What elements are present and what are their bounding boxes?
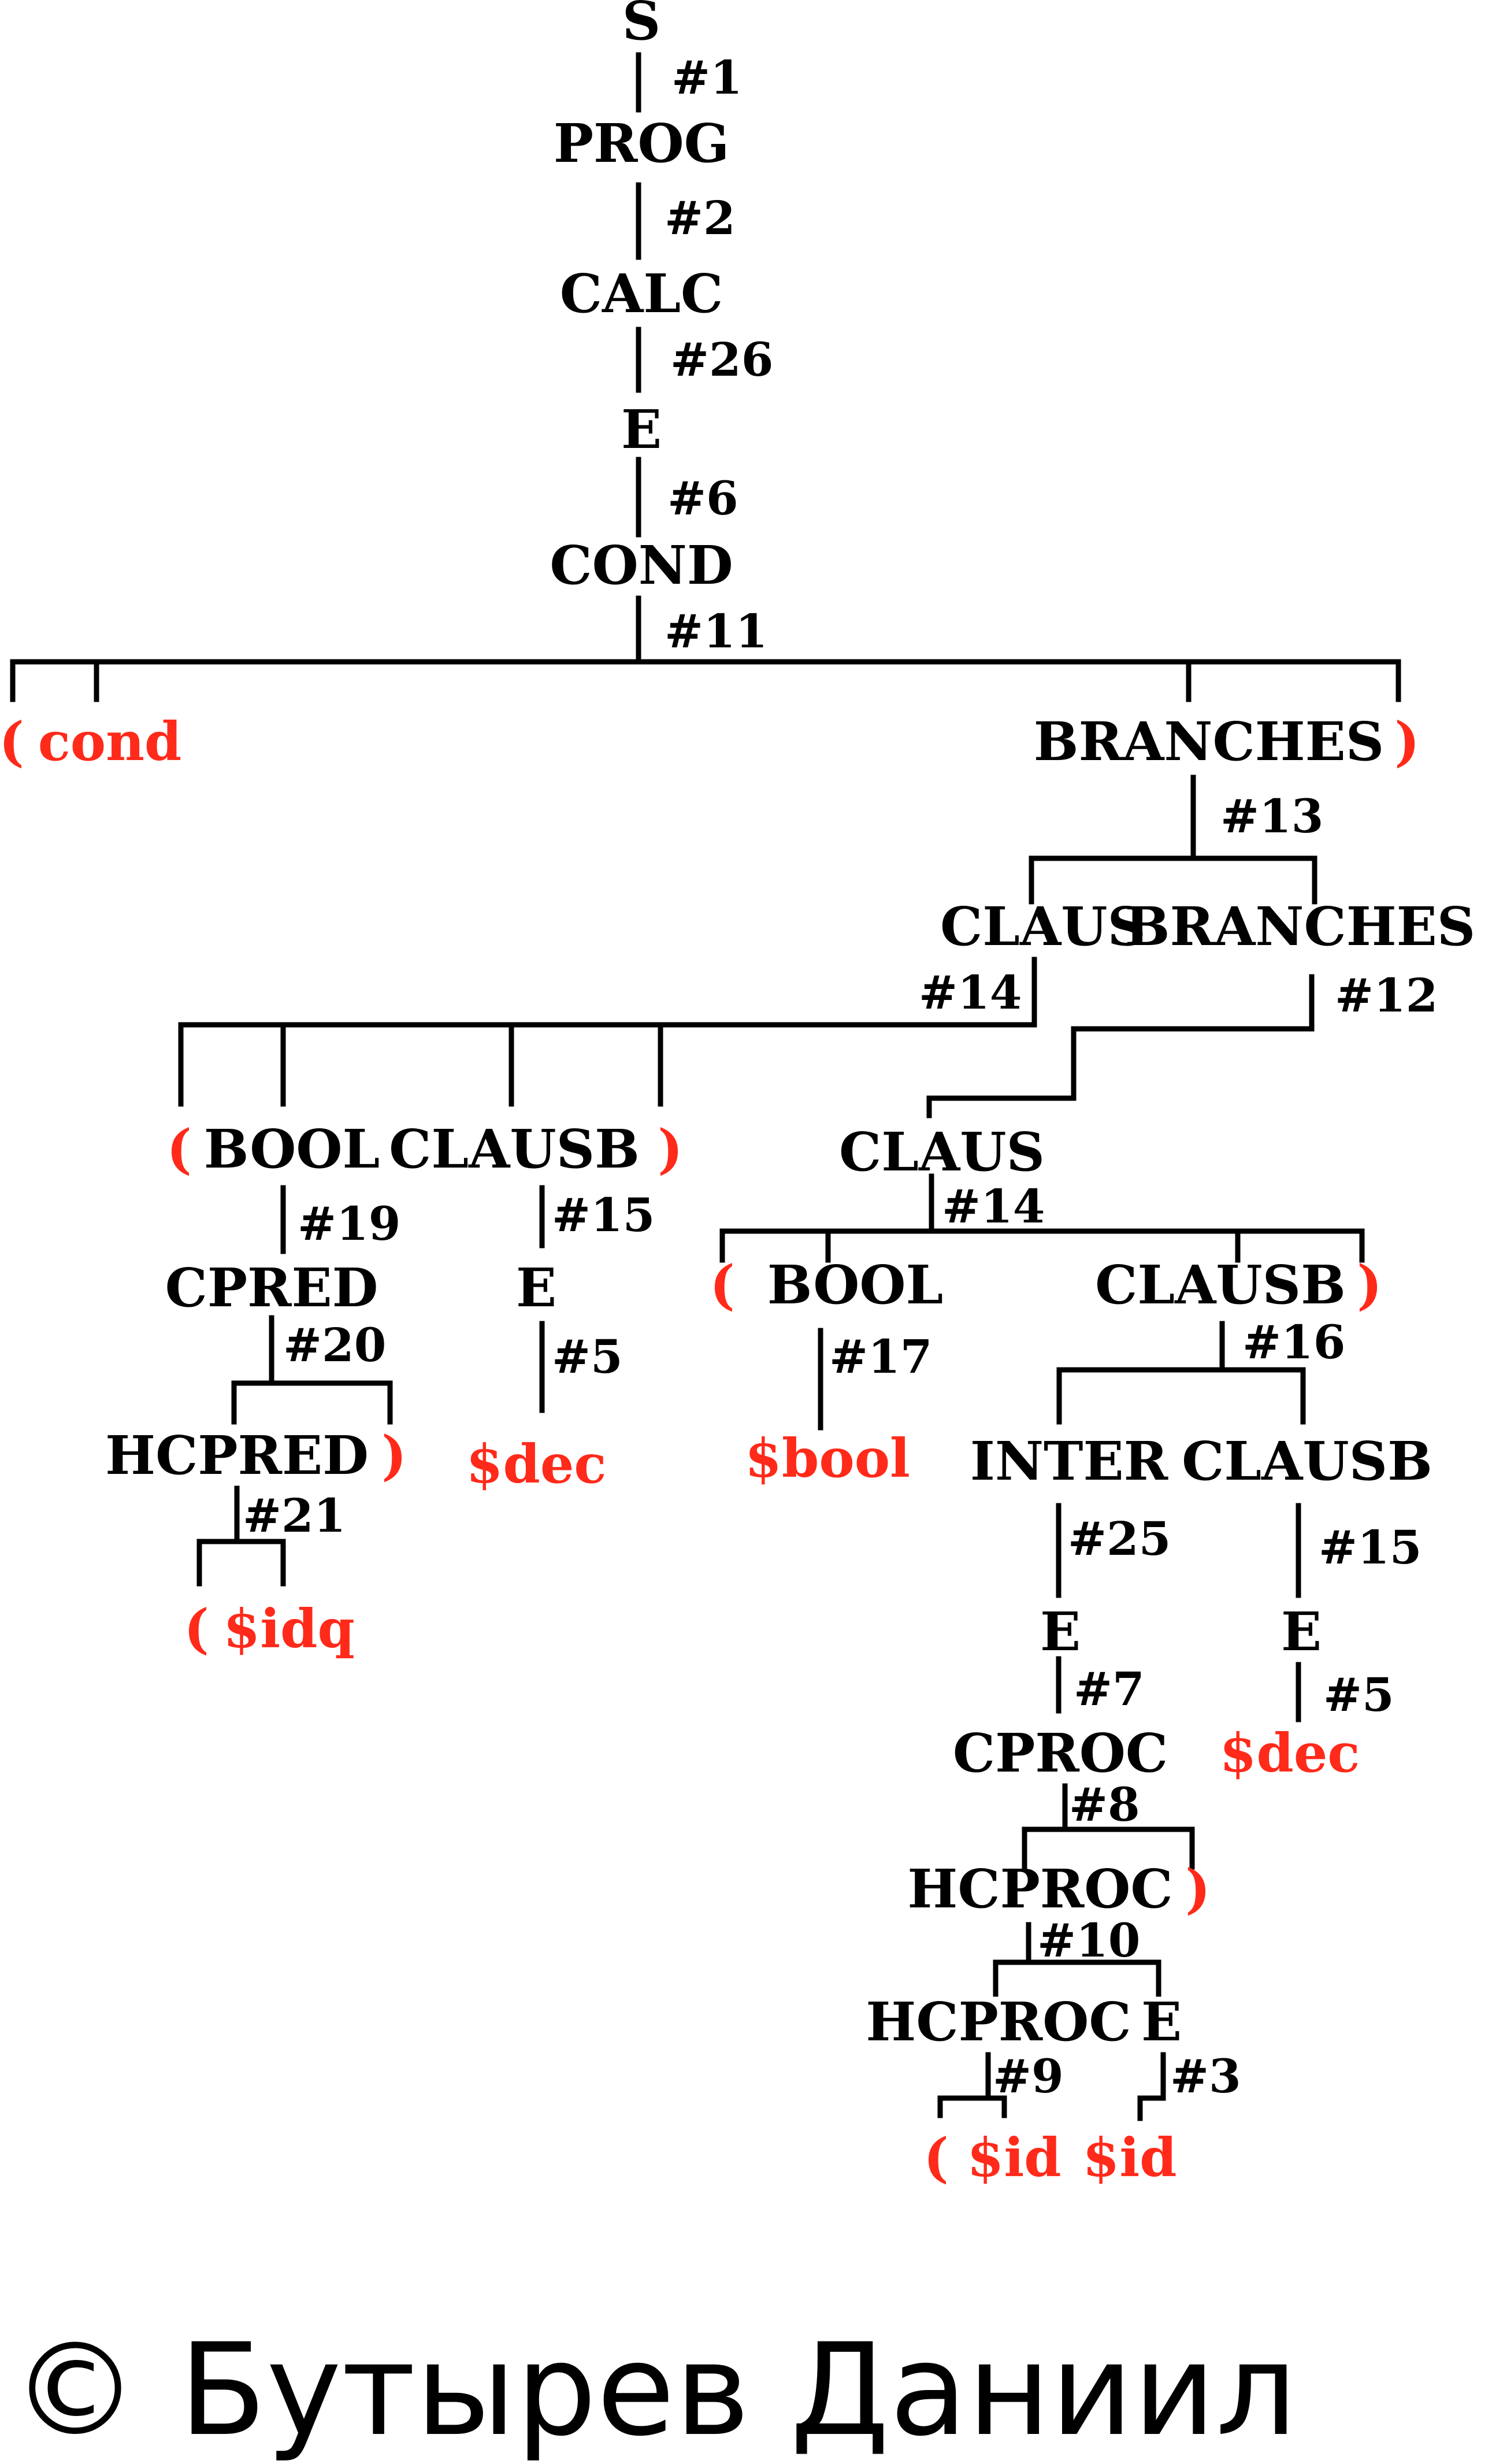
rule-label: #12 [1335,968,1438,1022]
rule-label: #15 [1319,1520,1422,1574]
rule-label: #13 [1220,789,1323,843]
rule-label: #2 [665,191,736,245]
node-branches-1: BRANCHES [1034,710,1384,773]
rule-label: #6 [667,471,738,525]
terminal-lparen-bool-1: ( [166,1118,192,1180]
rule-label: #14 [919,965,1022,1020]
terminal-bool: $bool [745,1427,910,1489]
rule-label: #9 [993,2049,1064,2103]
node-e-2: E [516,1257,556,1319]
rule-label: #3 [1170,2049,1241,2103]
node-prog: PROG [554,112,729,175]
rule-label: #17 [829,1329,932,1384]
terminal-lparen-id: ( [923,2126,949,2189]
terminal-dec-1: $dec [466,1433,607,1495]
terminal-cond: cond [38,710,182,773]
node-branches-2: BRANCHES [1125,895,1475,958]
node-s: S [622,0,660,52]
copyright-text: © Бутырев Даниил [12,2316,1297,2464]
node-cpred: CPRED [165,1257,378,1319]
rule-label: #26 [670,332,773,387]
node-claus-1: CLAUS [940,895,1146,958]
node-clausb-2: CLAUSB [1095,1254,1346,1316]
rule-label: #7 [1074,1662,1145,1716]
rule-label: #19 [298,1196,400,1251]
terminal-idq: $idq [223,1598,355,1660]
node-e-4: E [1281,1600,1322,1663]
rule-label: #5 [1323,1668,1394,1722]
rule-numbers: #1 #2 #26 #6 #11 #13 #14 #12 #19 #15 #20… [243,50,1438,2103]
rule-label: #8 [1069,1777,1140,1832]
terminal-rparen-branches: ) [1394,710,1420,773]
terminal-lparen-bool-2: ( [710,1254,735,1316]
tree-edges [10,52,1401,2121]
rule-label: #25 [1068,1511,1171,1566]
rule-label: #5 [552,1329,623,1384]
terminal-lparen-idq: ( [184,1598,209,1660]
node-cond: COND [550,534,733,596]
node-claus-2: CLAUS [839,1121,1045,1183]
parse-tree: S PROG CALC E COND BRANCHES CLAUS BRANCH… [0,0,1475,2189]
node-hcpred: HCPRED [105,1424,369,1487]
terminal-dec-2: $dec [1220,1722,1360,1784]
terminal-rparen-hcproc: ) [1185,1858,1211,1920]
rule-label: #21 [243,1488,346,1543]
terminal-id-1: $id [967,2126,1061,2189]
node-e-5: E [1141,1991,1182,2053]
nonterminals: S PROG CALC E COND BRANCHES CLAUS BRANCH… [105,0,1475,2053]
terminal-rparen-clausb-2: ) [1357,1254,1382,1316]
node-bool-1: BOOL [204,1118,380,1180]
terminal-rparen-clausb-1: ) [658,1118,683,1180]
node-calc: CALC [560,262,723,325]
terminal-id-2: $id [1082,2126,1176,2189]
rule-label: #20 [283,1318,386,1372]
rule-label: #15 [552,1188,655,1242]
terminals: ( cond ) ( ) ) $dec ( $idq ( ) $bool $de… [0,710,1420,2189]
node-hcproc-2: HCPROC [866,1991,1131,2053]
node-inter: INTER [970,1430,1168,1492]
node-clausb-1: CLAUSB [389,1118,640,1180]
node-clausb-3: CLAUSB [1182,1430,1432,1492]
rule-label: #14 [942,1179,1045,1233]
terminal-lparen-cond: ( [0,710,24,773]
rule-label: #16 [1242,1315,1345,1369]
rule-label: #10 [1037,1913,1140,1968]
rule-label: #1 [671,50,743,105]
node-cproc: CPROC [953,1722,1168,1784]
node-e-top: E [621,398,662,461]
node-hcproc-1: HCPROC [907,1858,1172,1920]
node-e-3: E [1040,1600,1081,1663]
node-bool-2: BOOL [767,1254,943,1316]
rule-label: #11 [665,604,767,658]
terminal-rparen-hcpred: ) [381,1424,407,1487]
